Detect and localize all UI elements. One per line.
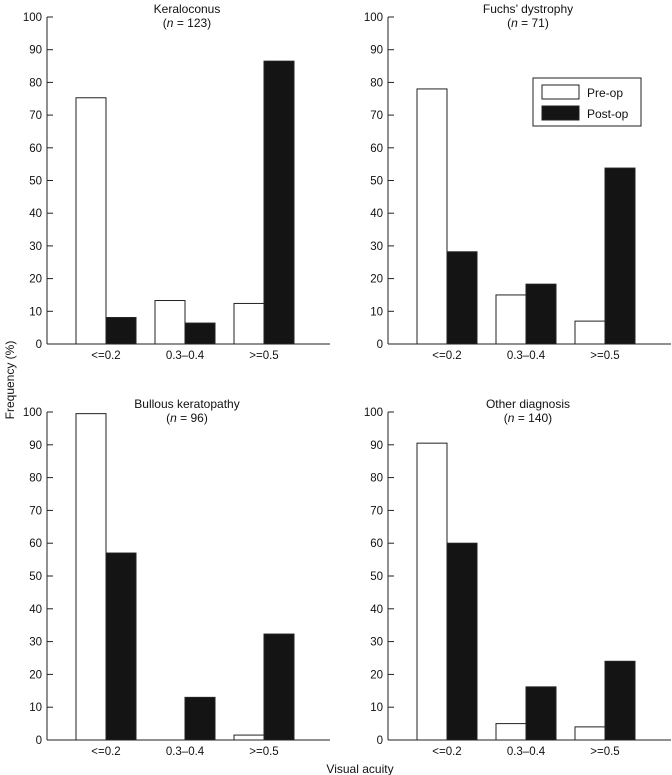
y-tick-label: 50 <box>29 176 42 188</box>
bar-post-op <box>263 60 295 345</box>
bar-post-op <box>525 686 557 741</box>
bar-post-op <box>525 283 557 345</box>
x-tick-label: >=0.5 <box>590 746 619 758</box>
panel-sample-size: (n = 96) <box>166 411 208 425</box>
bar-post-op <box>446 251 478 345</box>
y-tick-label: 80 <box>370 77 383 89</box>
x-tick-label: >=0.5 <box>590 350 619 362</box>
y-tick-label: 0 <box>377 339 383 351</box>
bar-post-op <box>105 552 137 741</box>
y-tick-label: 20 <box>370 274 383 286</box>
panel-title: Other diagnosis <box>486 397 570 411</box>
y-tick-label: 0 <box>36 339 42 351</box>
panel-sample-size: (n = 71) <box>507 16 549 30</box>
bar-pre-op <box>416 88 448 345</box>
y-tick-label: 100 <box>23 12 42 24</box>
bar-pre-op <box>495 294 527 345</box>
y-tick-label: 30 <box>370 637 383 649</box>
y-tick-label: 100 <box>23 407 42 419</box>
y-tick-label: 10 <box>29 702 42 714</box>
y-tick-label: 40 <box>370 208 383 220</box>
y-tick-label: 30 <box>370 241 383 253</box>
legend-swatch-post-op <box>541 105 580 121</box>
bar-pre-op <box>233 302 265 345</box>
panel-sample-size: (n = 140) <box>504 411 552 425</box>
bar-pre-op <box>233 734 265 741</box>
y-tick-label: 70 <box>370 110 383 122</box>
bar-post-op <box>604 660 636 741</box>
bar-pre-op <box>75 413 107 741</box>
x-tick-label: 0.3–0.4 <box>166 746 205 758</box>
y-tick-label: 90 <box>29 45 42 57</box>
y-tick-label: 70 <box>29 505 42 517</box>
y-tick-label: 60 <box>29 143 42 155</box>
y-tick-label: 80 <box>370 473 383 485</box>
y-tick-label: 60 <box>370 538 383 550</box>
x-tick-label: >=0.5 <box>249 746 278 758</box>
y-tick-label: 60 <box>370 143 383 155</box>
y-tick-label: 50 <box>29 571 42 583</box>
y-tick-label: 100 <box>364 407 383 419</box>
y-tick-label: 30 <box>29 241 42 253</box>
y-tick-label: 40 <box>29 208 42 220</box>
y-tick-label: 80 <box>29 77 42 89</box>
y-tick-label: 40 <box>370 604 383 616</box>
y-tick-label: 50 <box>370 571 383 583</box>
y-tick-label: 70 <box>29 110 42 122</box>
x-tick-label: <=0.2 <box>91 746 120 758</box>
x-tick-label: 0.3–0.4 <box>507 746 546 758</box>
x-axis-label: Visual acuity <box>326 762 393 775</box>
x-tick-label: <=0.2 <box>91 350 120 362</box>
y-axis-label: Frequency (%) <box>3 341 17 420</box>
legend-label: Pre-op <box>587 86 623 100</box>
bar-post-op <box>604 167 636 345</box>
y-tick-label: 30 <box>29 637 42 649</box>
panel-title: Bullous keratopathy <box>134 397 239 411</box>
legend-label: Post-op <box>587 107 629 121</box>
y-tick-label: 0 <box>377 735 383 747</box>
panel-sample-size: (n = 123) <box>163 16 211 30</box>
bar-post-op <box>184 322 216 345</box>
bar-pre-op <box>495 723 527 741</box>
bar-post-op <box>263 633 295 741</box>
x-tick-label: 0.3–0.4 <box>507 350 546 362</box>
y-tick-label: 0 <box>36 735 42 747</box>
x-tick-label: >=0.5 <box>249 350 278 362</box>
y-tick-label: 80 <box>29 473 42 485</box>
panel-title: Keraloconus <box>154 2 221 16</box>
bar-pre-op <box>574 726 606 741</box>
y-tick-label: 100 <box>364 12 383 24</box>
x-tick-label: 0.3–0.4 <box>166 350 205 362</box>
y-tick-label: 70 <box>370 505 383 517</box>
bar-pre-op <box>416 442 448 741</box>
y-tick-label: 10 <box>370 306 383 318</box>
bar-post-op <box>105 317 137 345</box>
y-tick-label: 10 <box>370 702 383 714</box>
y-tick-label: 60 <box>29 538 42 550</box>
legend-swatch-pre-op <box>541 84 580 100</box>
bar-pre-op <box>574 320 606 345</box>
y-tick-label: 50 <box>370 176 383 188</box>
x-tick-label: <=0.2 <box>432 746 461 758</box>
y-tick-label: 10 <box>29 306 42 318</box>
panel-title: Fuchs’ dystrophy <box>483 2 573 16</box>
y-tick-label: 90 <box>29 440 42 452</box>
y-tick-label: 20 <box>29 669 42 681</box>
bar-pre-op <box>154 300 186 345</box>
x-tick-label: <=0.2 <box>432 350 461 362</box>
y-tick-label: 20 <box>370 669 383 681</box>
y-tick-label: 90 <box>370 45 383 57</box>
y-tick-label: 20 <box>29 274 42 286</box>
bar-pre-op <box>75 97 107 345</box>
bar-post-op <box>184 696 216 741</box>
y-tick-label: 40 <box>29 604 42 616</box>
y-tick-label: 90 <box>370 440 383 452</box>
bar-post-op <box>446 542 478 741</box>
